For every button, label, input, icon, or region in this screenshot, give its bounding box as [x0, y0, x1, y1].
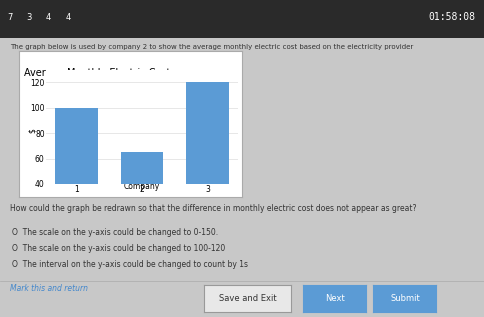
Bar: [55, 108, 97, 235]
Text: Mark this and return: Mark this and return: [10, 284, 88, 293]
Text: Average Monthly Electric Cost: Average Monthly Electric Cost: [24, 68, 170, 78]
Text: 01:58:08: 01:58:08: [427, 12, 474, 22]
Text: 4: 4: [65, 13, 70, 22]
Text: Next: Next: [324, 294, 344, 303]
Text: Company: Company: [124, 182, 160, 191]
Text: $: $: [28, 128, 37, 133]
Text: O  The scale on the y-axis could be changed to 100-120: O The scale on the y-axis could be chang…: [12, 244, 225, 253]
Text: 4: 4: [46, 13, 51, 22]
Bar: [120, 152, 163, 235]
Text: 3: 3: [26, 13, 32, 22]
Text: O  The interval on the y-axis could be changed to count by 1s: O The interval on the y-axis could be ch…: [12, 260, 248, 269]
Text: Submit: Submit: [389, 294, 419, 303]
Text: The graph below is used by company 2 to show the average monthly electric cost b: The graph below is used by company 2 to …: [10, 44, 412, 50]
Text: Save and Exit: Save and Exit: [218, 294, 275, 303]
Text: O  The scale on the y-axis could be changed to 0-150.: O The scale on the y-axis could be chang…: [12, 228, 218, 237]
Bar: [186, 82, 228, 235]
Text: 7: 7: [7, 13, 13, 22]
Text: How could the graph be redrawn so that the difference in monthly electric cost d: How could the graph be redrawn so that t…: [10, 204, 415, 213]
